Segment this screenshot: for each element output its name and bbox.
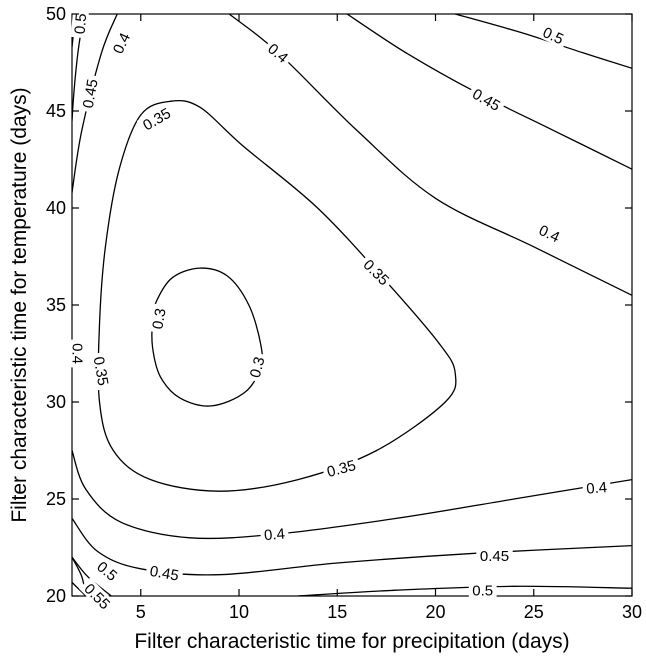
y-tick-label: 30 bbox=[46, 392, 66, 412]
x-tick-label: 30 bbox=[622, 602, 642, 622]
contour-label-group-11: 0.4 bbox=[68, 339, 86, 368]
contour-label-backing bbox=[245, 351, 269, 383]
contour-label: 0.3 bbox=[247, 355, 269, 380]
contour-label: 0.4 bbox=[68, 343, 85, 364]
contour-label-backing bbox=[468, 582, 497, 599]
contour-label-backing bbox=[136, 102, 177, 135]
contour-label: 0.5 bbox=[72, 13, 91, 35]
contour-label-backing bbox=[533, 220, 566, 247]
contour-label: 0.35 bbox=[90, 355, 112, 387]
contour-label-group-6: 0.45 bbox=[466, 83, 507, 116]
contour-label-backing bbox=[262, 37, 295, 68]
contour-label-backing bbox=[476, 547, 513, 564]
y-tick-label: 50 bbox=[46, 4, 66, 24]
contour-label-group-1: 0.4 bbox=[107, 27, 135, 60]
contour-label: 0.5 bbox=[472, 583, 493, 600]
contour-line-0_35-1 bbox=[97, 99, 457, 492]
contour-label-group-12: 0.35 bbox=[90, 351, 113, 391]
contour-label-group-10: 0.3 bbox=[245, 351, 269, 383]
contour-label-group-3: 0.35 bbox=[136, 102, 177, 135]
contour-line-0_3-0 bbox=[151, 267, 264, 407]
contour-label-backing bbox=[91, 555, 124, 586]
y-axis-label: Filter characteristic time for temperatu… bbox=[8, 87, 31, 522]
x-tick-label: 10 bbox=[229, 602, 249, 622]
contour-label-backing bbox=[90, 351, 113, 391]
contour-label-group-0: 0.5 bbox=[70, 9, 91, 39]
contour-label: 0.45 bbox=[148, 563, 180, 585]
contour-label-group-18: 0.45 bbox=[145, 561, 184, 585]
x-axis-ticks: 5 10 15 20 25 30 bbox=[136, 14, 642, 622]
contour-label-group-20: 0.5 bbox=[468, 582, 497, 600]
x-tick-label: 25 bbox=[524, 602, 544, 622]
contour-label: 0.3 bbox=[149, 307, 169, 330]
contour-label-group-15: 0.4 bbox=[582, 478, 612, 498]
contour-line-0_5-11 bbox=[297, 585, 632, 596]
contour-label-backing bbox=[70, 9, 90, 39]
contour-label-group-16: 0.45 bbox=[476, 547, 513, 565]
contour-line-0_55-13 bbox=[72, 581, 87, 596]
x-tick-label: 5 bbox=[136, 602, 146, 622]
contour-label-group-2: 0.45 bbox=[78, 74, 102, 113]
y-tick-label: 20 bbox=[46, 586, 66, 606]
contour-label-backing bbox=[145, 561, 184, 584]
contour-label: 0.4 bbox=[586, 479, 608, 498]
contour-label-backing bbox=[78, 577, 117, 615]
contour-label-group-5: 0.5 bbox=[537, 22, 570, 49]
contour-label-backing bbox=[537, 22, 570, 49]
contour-line-0_5-9 bbox=[72, 556, 112, 596]
y-axis-ticks: 20 25 30 35 40 45 50 bbox=[46, 4, 632, 606]
contour-label-group-7: 0.4 bbox=[533, 220, 566, 247]
contour-label-backing bbox=[78, 74, 101, 113]
contour-label: 0.4 bbox=[263, 526, 285, 545]
contour-label-backing bbox=[69, 339, 86, 368]
contour-labels: 0.50.40.450.350.40.50.450.40.350.30.30.4… bbox=[68, 9, 612, 615]
contour-label: 0.45 bbox=[80, 78, 102, 110]
x-axis-label: Filter characteristic time for precipita… bbox=[134, 630, 569, 653]
contour-label-backing bbox=[321, 455, 361, 481]
y-tick-label: 25 bbox=[46, 489, 66, 509]
y-tick-label: 35 bbox=[46, 295, 66, 315]
contour-label-group-9: 0.3 bbox=[148, 303, 170, 334]
contour-label-group-14: 0.4 bbox=[259, 524, 289, 545]
y-tick-label: 40 bbox=[46, 198, 66, 218]
contour-label-backing bbox=[358, 253, 396, 291]
contour-label-backing bbox=[582, 478, 612, 497]
contour-label-group-13: 0.35 bbox=[321, 455, 361, 481]
y-tick-label: 45 bbox=[46, 101, 66, 121]
contour-label: 0.45 bbox=[480, 548, 509, 565]
x-tick-label: 20 bbox=[425, 602, 445, 622]
contour-label-backing bbox=[107, 27, 135, 60]
contour-label-backing bbox=[466, 83, 507, 116]
x-tick-label: 15 bbox=[327, 602, 347, 622]
contour-label: 0.35 bbox=[325, 457, 358, 481]
contour-label-backing bbox=[259, 524, 289, 544]
contour-label-backing bbox=[148, 303, 169, 334]
